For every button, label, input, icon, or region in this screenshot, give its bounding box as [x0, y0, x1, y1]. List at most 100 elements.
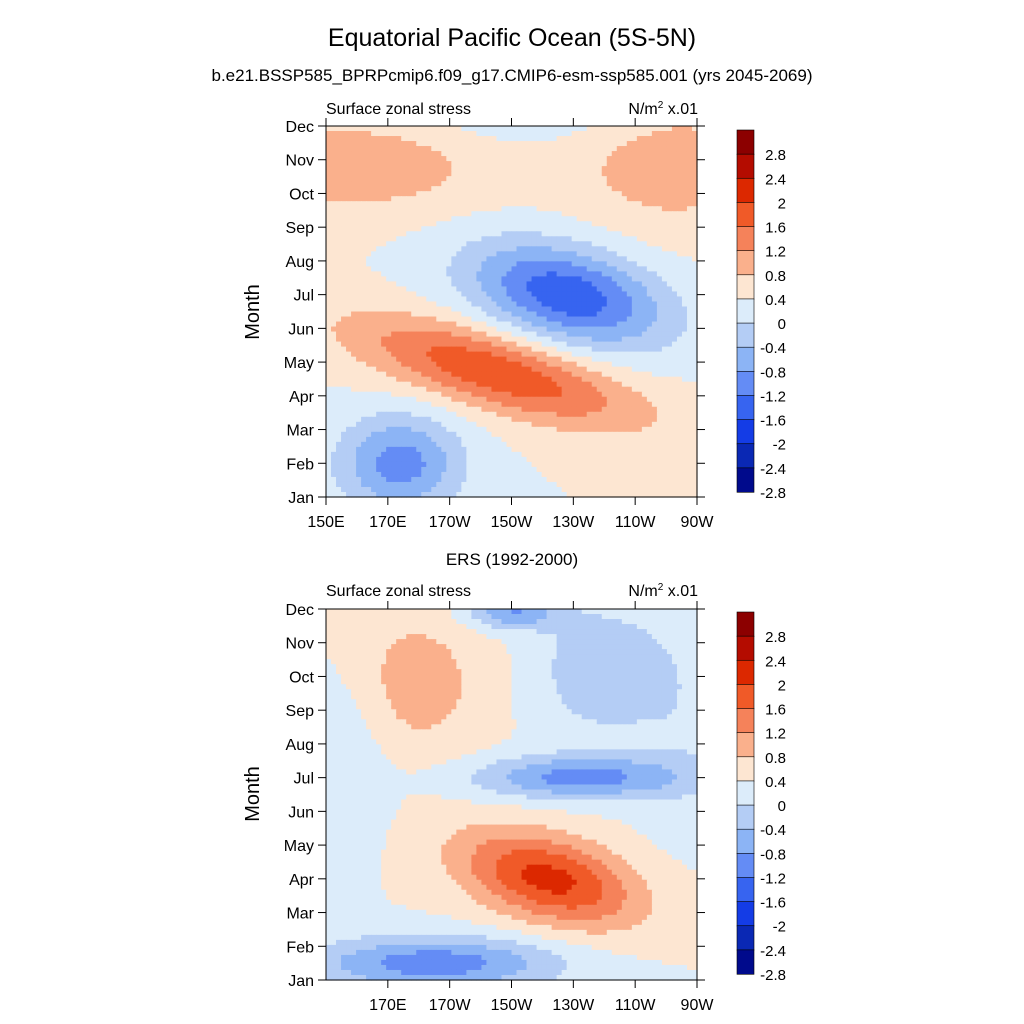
heatmap-cell [526, 366, 533, 373]
heatmap-cell [541, 301, 548, 308]
heatmap-cell [556, 406, 563, 413]
heatmap-cell [411, 181, 417, 187]
heatmap-cell [341, 321, 347, 328]
heatmap-cell [456, 261, 462, 267]
heatmap-cell [526, 316, 533, 323]
heatmap-cell [616, 171, 623, 177]
heatmap-cell [426, 266, 432, 272]
heatmap-cell [521, 406, 528, 413]
heatmap-cell [371, 361, 377, 368]
heatmap-cell [606, 256, 613, 262]
heatmap-cell [471, 436, 477, 443]
heatmap-cell [566, 441, 573, 448]
heatmap-cell [666, 256, 673, 262]
heatmap-cell [461, 126, 467, 132]
heatmap-cell [501, 346, 508, 353]
heatmap-cell [546, 266, 553, 272]
heatmap-cell [431, 391, 437, 398]
heatmap-cell [601, 201, 608, 207]
heatmap-cell [346, 386, 352, 393]
heatmap-cell [481, 271, 488, 277]
heatmap-cell [376, 211, 382, 217]
heatmap-cell [651, 376, 658, 383]
heatmap-cell [511, 266, 518, 272]
heatmap-cell [491, 216, 498, 222]
heatmap-cell [666, 431, 673, 438]
heatmap-cell [476, 361, 483, 368]
heatmap-cell [476, 451, 483, 458]
heatmap-cell [686, 416, 693, 423]
heatmap-cell [516, 351, 523, 358]
heatmap-cell [621, 401, 628, 408]
heatmap-cell [411, 226, 417, 232]
heatmap-cell [391, 406, 397, 413]
heatmap-cell [611, 391, 618, 398]
heatmap-cell [361, 251, 367, 257]
heatmap-cell [511, 346, 518, 353]
heatmap-cell [366, 161, 372, 167]
heatmap-cell [666, 366, 673, 373]
heatmap-cell [376, 271, 382, 277]
heatmap-cell [561, 256, 568, 262]
heatmap-cell [536, 286, 543, 293]
heatmap-cell [666, 426, 673, 433]
heatmap-cell [671, 271, 678, 277]
heatmap-cell [426, 206, 432, 212]
heatmap-cell [406, 206, 412, 212]
heatmap-cell [536, 186, 543, 192]
heatmap-cell [691, 161, 698, 167]
heatmap-cell [416, 351, 422, 358]
heatmap-cell [601, 341, 608, 348]
heatmap-cell [646, 166, 653, 172]
heatmap-cell [471, 346, 477, 353]
heatmap-cell [376, 131, 382, 137]
heatmap-cell [426, 381, 432, 388]
heatmap-cell [341, 171, 347, 177]
heatmap-cell [336, 181, 342, 187]
heatmap-cell [606, 456, 613, 463]
heatmap-cell [546, 186, 553, 192]
heatmap-cell [491, 416, 498, 423]
heatmap-cell [576, 226, 583, 232]
heatmap-cell [501, 366, 508, 373]
heatmap-cell [531, 401, 538, 408]
heatmap-cell [641, 226, 648, 232]
heatmap-cell [436, 356, 442, 363]
heatmap-cell [501, 281, 508, 288]
heatmap-cell [456, 166, 462, 172]
heatmap-cell [326, 381, 332, 388]
heatmap-cell [376, 201, 382, 207]
heatmap-cell [651, 156, 658, 162]
heatmap-cell [611, 281, 618, 288]
heatmap-cell [396, 171, 402, 177]
heatmap-cell [666, 236, 673, 242]
heatmap-cell [691, 391, 698, 398]
heatmap-cell [581, 236, 588, 242]
heatmap-cell [526, 436, 533, 443]
heatmap-cell [396, 146, 402, 152]
heatmap-cell [496, 371, 503, 378]
heatmap-cell [591, 246, 598, 252]
heatmap-cell [646, 426, 653, 433]
heatmap-cell [666, 251, 673, 257]
heatmap-cell [586, 131, 593, 137]
heatmap-cell [616, 146, 623, 152]
heatmap-cell [666, 401, 673, 408]
heatmap-cell [346, 316, 352, 323]
heatmap-cell [601, 196, 608, 202]
heatmap-cell [536, 196, 543, 202]
heatmap-cell [386, 411, 392, 418]
heatmap-cell [456, 251, 462, 257]
heatmap-cell [436, 131, 442, 137]
heatmap-cell [526, 376, 533, 383]
heatmap-cell [576, 271, 583, 277]
heatmap-cell [491, 436, 498, 443]
heatmap-cell [461, 261, 467, 267]
heatmap-cell [526, 351, 533, 358]
heatmap-cell [361, 246, 367, 252]
heatmap-cell [561, 266, 568, 272]
heatmap-cell [661, 186, 668, 192]
heatmap-cell [431, 226, 437, 232]
heatmap-cell [451, 451, 457, 458]
heatmap-cell [661, 161, 668, 167]
